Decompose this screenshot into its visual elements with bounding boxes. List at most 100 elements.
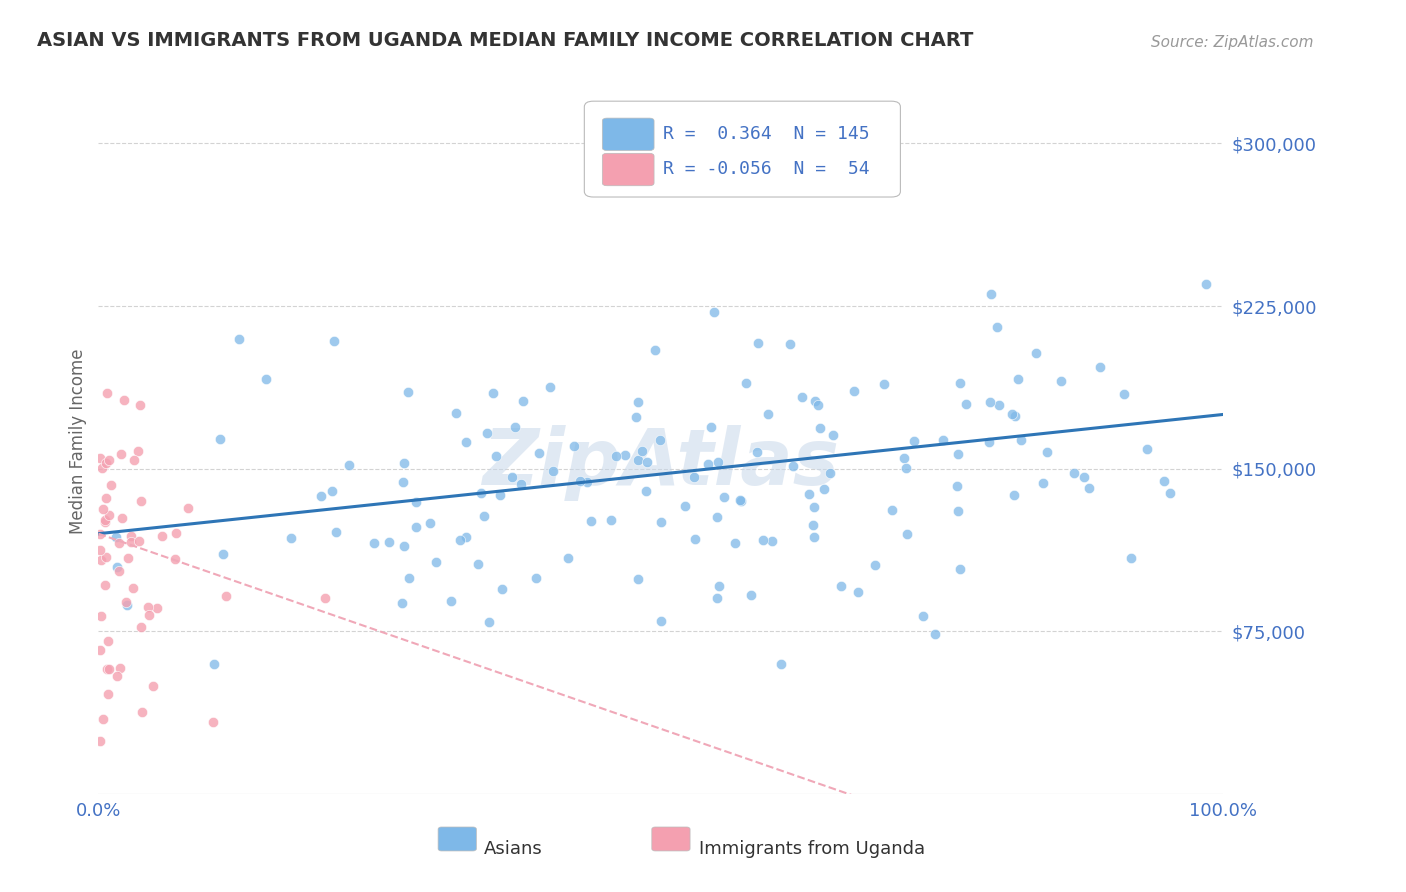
Y-axis label: Median Family Income: Median Family Income bbox=[69, 349, 87, 534]
Point bbox=[98, 453, 121, 467]
Text: R =  0.364  N = 145: R = 0.364 N = 145 bbox=[664, 125, 870, 143]
Point bbox=[163, 551, 186, 566]
Point bbox=[396, 385, 419, 400]
Point bbox=[723, 536, 745, 550]
Point bbox=[946, 447, 969, 461]
Point bbox=[1088, 360, 1111, 375]
Point bbox=[1050, 374, 1073, 388]
Point bbox=[735, 376, 758, 390]
Point bbox=[761, 534, 783, 549]
Point bbox=[392, 456, 415, 470]
Point bbox=[745, 444, 768, 458]
Point bbox=[728, 493, 751, 508]
Point bbox=[648, 434, 671, 448]
Point bbox=[1032, 475, 1054, 490]
Point bbox=[127, 444, 149, 458]
Point bbox=[142, 679, 165, 693]
Point bbox=[470, 485, 492, 500]
Point bbox=[579, 514, 602, 528]
Point bbox=[955, 397, 977, 411]
Point bbox=[444, 406, 467, 420]
Text: R = -0.056  N =  54: R = -0.056 N = 54 bbox=[664, 160, 870, 178]
Point bbox=[562, 438, 585, 452]
Point bbox=[1195, 277, 1218, 291]
Point bbox=[807, 398, 830, 412]
Point bbox=[988, 399, 1011, 413]
Point bbox=[315, 591, 337, 605]
Point bbox=[254, 372, 277, 386]
Point bbox=[541, 464, 564, 478]
Point bbox=[1119, 551, 1142, 566]
Point bbox=[1004, 488, 1026, 502]
Point bbox=[683, 470, 706, 484]
Point bbox=[980, 286, 1002, 301]
Point bbox=[202, 657, 225, 671]
Point bbox=[378, 534, 401, 549]
Point bbox=[94, 513, 117, 527]
Point bbox=[94, 578, 117, 592]
Point bbox=[512, 394, 534, 409]
Point bbox=[97, 508, 120, 523]
Point bbox=[636, 454, 658, 468]
Point bbox=[94, 491, 117, 506]
Point bbox=[986, 319, 1008, 334]
Point bbox=[108, 564, 131, 578]
Point bbox=[631, 443, 654, 458]
Point bbox=[321, 483, 343, 498]
Point bbox=[924, 627, 946, 641]
Point bbox=[700, 420, 723, 434]
Point bbox=[797, 486, 820, 500]
Point bbox=[405, 519, 427, 533]
Point bbox=[89, 642, 111, 657]
Point bbox=[979, 395, 1001, 409]
Point bbox=[90, 553, 112, 567]
Point bbox=[129, 620, 152, 634]
Point bbox=[524, 572, 547, 586]
Point bbox=[97, 634, 120, 648]
Point bbox=[91, 712, 114, 726]
Point bbox=[112, 393, 135, 408]
Point bbox=[568, 474, 591, 488]
Point bbox=[111, 511, 134, 525]
Point bbox=[202, 714, 225, 729]
Point bbox=[129, 398, 152, 412]
Point bbox=[636, 483, 658, 498]
Point bbox=[747, 336, 769, 351]
Point bbox=[96, 456, 118, 470]
Text: Asians: Asians bbox=[484, 839, 543, 858]
Point bbox=[576, 475, 599, 489]
Point bbox=[456, 530, 478, 544]
Point bbox=[107, 536, 129, 550]
FancyBboxPatch shape bbox=[585, 101, 900, 197]
Point bbox=[89, 733, 111, 747]
Point bbox=[472, 509, 495, 524]
Point bbox=[110, 447, 132, 461]
Point bbox=[90, 460, 112, 475]
Point bbox=[949, 376, 972, 390]
Point bbox=[97, 687, 120, 701]
Point bbox=[440, 594, 463, 608]
Point bbox=[128, 533, 150, 548]
Point bbox=[756, 407, 779, 421]
Text: Source: ZipAtlas.com: Source: ZipAtlas.com bbox=[1150, 36, 1313, 51]
Point bbox=[363, 535, 385, 549]
Point bbox=[425, 555, 447, 569]
Point bbox=[740, 588, 762, 602]
Point bbox=[1136, 442, 1159, 457]
Point bbox=[391, 596, 413, 610]
Point bbox=[752, 533, 775, 548]
Point bbox=[803, 394, 825, 409]
Point bbox=[1063, 466, 1085, 480]
Point bbox=[215, 589, 238, 603]
Point bbox=[790, 390, 813, 404]
Point bbox=[177, 500, 200, 515]
Point bbox=[405, 495, 427, 509]
Point bbox=[136, 599, 159, 614]
Text: ZipAtlas: ZipAtlas bbox=[482, 425, 839, 500]
Point bbox=[707, 455, 730, 469]
Point bbox=[949, 562, 972, 576]
Point bbox=[510, 476, 533, 491]
Point bbox=[685, 532, 707, 546]
Point bbox=[627, 395, 650, 409]
Point bbox=[696, 457, 718, 471]
